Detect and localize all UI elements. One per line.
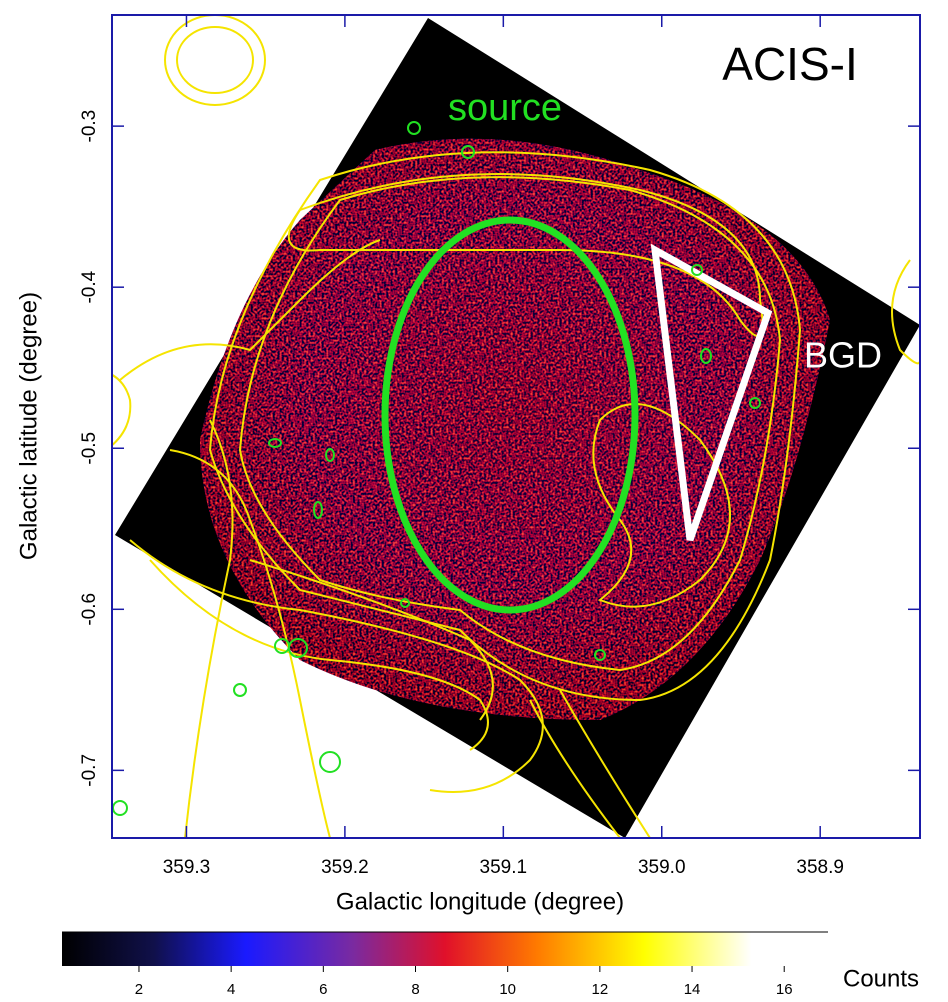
figure: ACIS-I source BGD Galactic longitude (de…: [0, 0, 948, 1002]
x-tick-label: 359.0: [638, 857, 686, 878]
colorbar: [62, 932, 828, 966]
colorbar-tick-label: 2: [135, 981, 143, 998]
colorbar-tick-label: 8: [411, 981, 419, 998]
x-tick-label: 359.1: [480, 857, 528, 878]
colorbar-tick-label: 14: [684, 981, 701, 998]
colorbar-tick-label: 4: [227, 981, 235, 998]
source-label: source: [448, 87, 562, 129]
bgd-label: BGD: [804, 335, 882, 376]
y-axis-label: Galactic latitude (degree): [15, 292, 42, 560]
colorbar-tick-label: 6: [319, 981, 327, 998]
y-tick-label: -0.3: [79, 110, 100, 143]
y-tick-label: -0.5: [79, 432, 100, 465]
x-tick-label: 359.3: [163, 857, 211, 878]
instrument-label: ACIS-I: [722, 38, 857, 90]
y-tick-label: -0.6: [79, 593, 100, 626]
colorbar-tick-label: 10: [499, 981, 516, 998]
colorbar-tick-label: 16: [776, 981, 793, 998]
colorbar-label: Counts: [843, 965, 919, 992]
x-tick-label: 359.2: [321, 857, 369, 878]
x-axis-label: Galactic longitude (degree): [336, 888, 624, 915]
x-tick-label: 358.9: [796, 857, 844, 878]
y-tick-label: -0.4: [79, 270, 100, 303]
colorbar-tick-label: 12: [592, 981, 609, 998]
y-tick-label: -0.7: [79, 754, 100, 787]
